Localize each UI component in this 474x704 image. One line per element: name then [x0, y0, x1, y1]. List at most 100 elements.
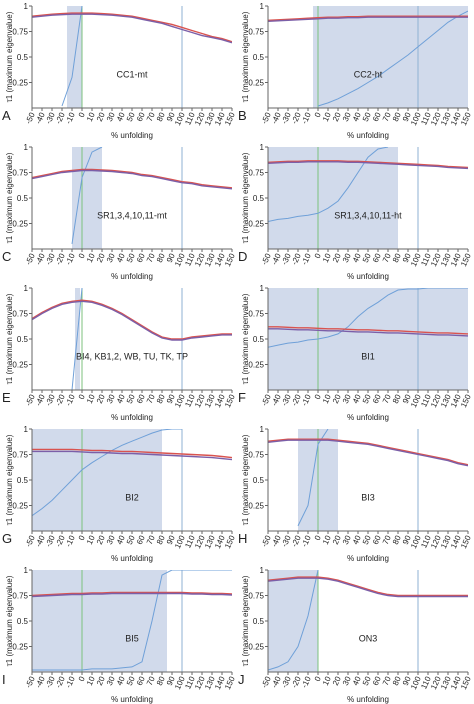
panel-label: BI1	[361, 351, 375, 361]
x-tick-label: 20	[95, 111, 107, 123]
panel: 0.250.50.751-50-40-30-20-10 0102030405060…	[238, 425, 473, 563]
x-tick-label: 90	[165, 534, 177, 546]
panel-label: BI5	[125, 633, 139, 643]
x-tick-label: 90	[165, 111, 177, 123]
series-line	[268, 15, 468, 21]
series-group	[32, 288, 232, 390]
y-tick-label: 0.75	[248, 592, 264, 601]
y-tick-label: 0.25	[248, 502, 264, 511]
y-tick-label: 0.25	[248, 79, 264, 88]
y-tick-label: 0.25	[12, 220, 28, 229]
panel: 0.250.50.751-50-40-30-20-10 0102030405060…	[2, 284, 237, 422]
x-tick-label: 50	[361, 534, 373, 546]
x-tick-label: 90	[165, 393, 177, 405]
x-tick-label: 0	[313, 675, 323, 683]
x-tick-label: 80	[155, 534, 167, 546]
x-tick-label: 10	[321, 393, 333, 405]
x-tick-label: 30	[341, 111, 353, 123]
panel-letter: C	[2, 249, 11, 264]
x-tick-label: 80	[155, 675, 167, 687]
x-tick-label: -10	[64, 675, 77, 690]
y-tick-label: 1	[260, 143, 265, 152]
shaded-range	[32, 570, 167, 672]
x-tick-label: 50	[361, 393, 373, 405]
series-line	[268, 288, 468, 348]
x-tick-label: 50	[361, 111, 373, 123]
x-tick-label: 0	[77, 675, 87, 683]
x-axis-label: % unfolding	[347, 413, 389, 422]
series-line	[268, 570, 319, 671]
panel-label: BI3	[361, 492, 375, 502]
x-tick-label: 20	[95, 252, 107, 264]
series-line	[32, 448, 232, 459]
x-tick-label: -10	[64, 252, 77, 267]
panel: 0.250.50.751-50-40-30-20-10 0102030405060…	[238, 2, 473, 140]
x-tick-label: 0	[77, 534, 87, 542]
x-tick-label: 70	[381, 675, 393, 687]
shaded-range	[313, 6, 468, 108]
x-tick-label: 90	[165, 675, 177, 687]
y-axis-label: τ1 (maximum eigenvalue)	[241, 434, 250, 525]
panel: 0.250.50.751-50-40-30-20-10 0102030405060…	[238, 566, 473, 704]
series-group	[32, 429, 232, 517]
x-tick-label: 50	[361, 252, 373, 264]
y-tick-label: 0.5	[253, 335, 265, 344]
x-tick-label: 50	[361, 675, 373, 687]
x-tick-label: 90	[401, 393, 413, 405]
y-tick-label: 0.25	[248, 643, 264, 652]
x-tick-label: 40	[115, 252, 127, 264]
y-tick-label: 0.25	[248, 361, 264, 370]
series-group	[268, 10, 468, 107]
x-axis-label: % unfolding	[111, 695, 153, 704]
x-tick-label: 40	[115, 111, 127, 123]
y-tick-label: 0.75	[12, 451, 28, 460]
series-line	[317, 10, 468, 107]
panel: 0.250.50.751-50-40-30-20-10 0102030405060…	[238, 143, 473, 281]
y-tick-label: 1	[24, 143, 29, 152]
panel: 0.250.50.751-50-40-30-20-10 0102030405060…	[2, 2, 237, 140]
y-axis-label: τ1 (maximum eigenvalue)	[5, 11, 14, 102]
x-tick-label: 10	[321, 675, 333, 687]
x-tick-label: 70	[145, 111, 157, 123]
shaded-range	[268, 288, 468, 390]
panel: 0.250.50.751-50-40-30-20-10 0102030405060…	[2, 143, 237, 281]
x-tick-label: 70	[145, 534, 157, 546]
x-tick-label: 30	[105, 675, 117, 687]
x-axis-label: % unfolding	[347, 131, 389, 140]
x-tick-label: 0	[77, 111, 87, 119]
x-tick-label: -10	[300, 111, 313, 126]
panel: 0.250.50.751-50-40-30-20-10 0102030405060…	[2, 425, 237, 563]
y-tick-label: 0.5	[253, 194, 265, 203]
x-tick-label: 60	[135, 252, 147, 264]
y-tick-label: 0.5	[17, 617, 29, 626]
series-line	[268, 577, 468, 598]
y-tick-label: 1	[260, 284, 265, 293]
x-tick-label: 10	[85, 252, 97, 264]
y-tick-label: 0.5	[253, 476, 265, 485]
panel-letter: D	[238, 249, 247, 264]
x-axis-label: % unfolding	[347, 272, 389, 281]
y-tick-label: 0.5	[253, 617, 265, 626]
series-group	[32, 6, 232, 107]
x-tick-label: 70	[381, 393, 393, 405]
x-tick-label: 90	[401, 675, 413, 687]
y-tick-label: 0.25	[12, 643, 28, 652]
x-tick-label: -10	[300, 534, 313, 549]
x-tick-label: 150	[223, 534, 237, 550]
panel-letter: G	[2, 531, 12, 546]
x-tick-label: 90	[165, 252, 177, 264]
x-tick-label: 150	[459, 534, 473, 550]
series-line	[71, 288, 83, 390]
x-tick-label: -10	[300, 252, 313, 267]
x-tick-label: 70	[381, 534, 393, 546]
x-tick-label: 40	[115, 534, 127, 546]
x-tick-label: 20	[95, 534, 107, 546]
x-tick-label: 60	[371, 252, 383, 264]
x-tick-label: 20	[331, 252, 343, 264]
x-tick-label: 80	[155, 252, 167, 264]
x-tick-label: 10	[85, 534, 97, 546]
shaded-range	[268, 147, 398, 249]
panel-letter: H	[238, 531, 247, 546]
x-tick-label: 0	[77, 252, 87, 260]
x-axis-label: % unfolding	[347, 554, 389, 563]
